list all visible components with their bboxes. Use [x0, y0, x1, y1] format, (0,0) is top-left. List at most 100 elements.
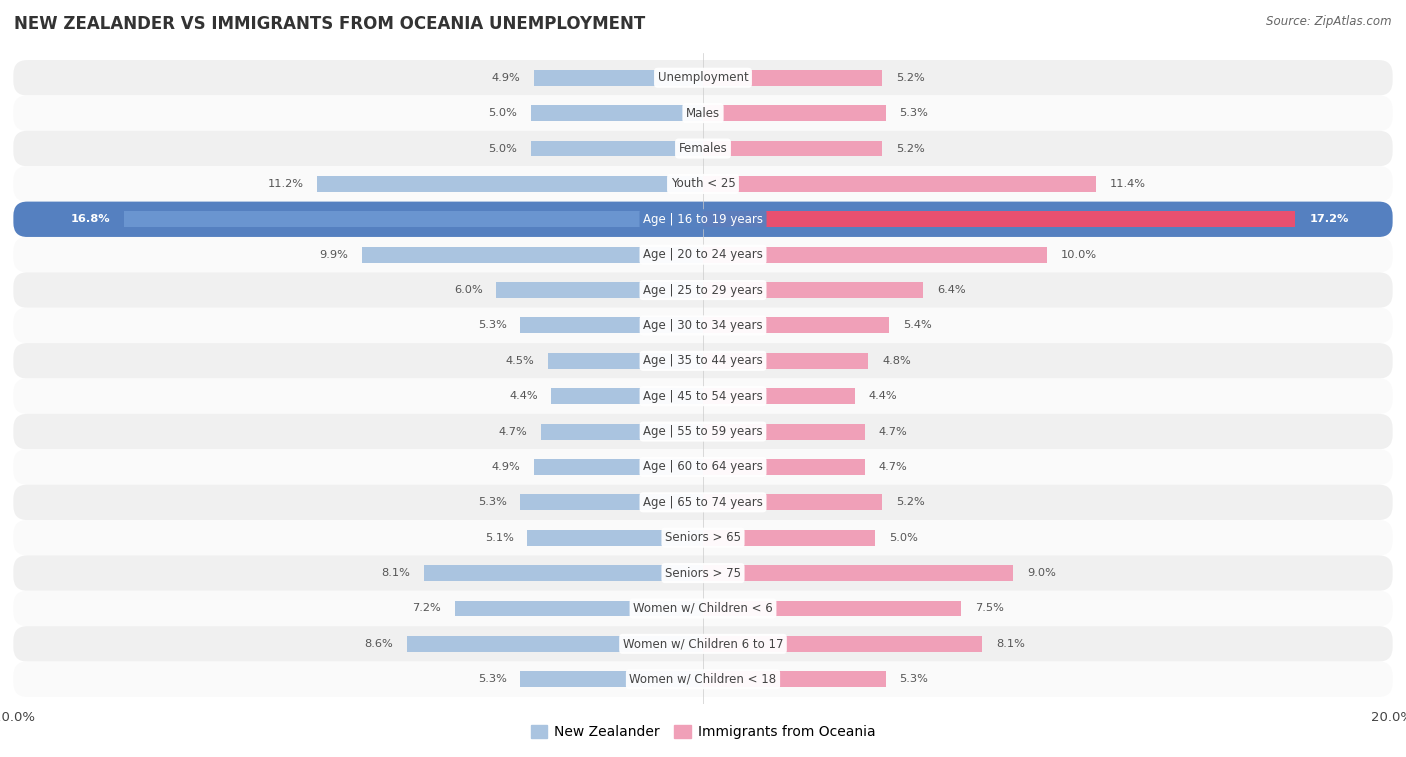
Text: Females: Females: [679, 142, 727, 155]
Text: 5.2%: 5.2%: [896, 497, 925, 507]
Bar: [703, 211, 1295, 227]
Bar: [534, 459, 703, 475]
Text: Women w/ Children < 6: Women w/ Children < 6: [633, 602, 773, 615]
Text: Age | 45 to 54 years: Age | 45 to 54 years: [643, 390, 763, 403]
Bar: [703, 317, 889, 333]
Text: 5.2%: 5.2%: [896, 73, 925, 83]
Text: 4.8%: 4.8%: [882, 356, 911, 366]
Text: Unemployment: Unemployment: [658, 71, 748, 84]
Bar: [520, 317, 703, 333]
Bar: [703, 530, 875, 546]
Bar: [527, 530, 703, 546]
Text: 11.4%: 11.4%: [1109, 179, 1146, 189]
Bar: [406, 636, 703, 652]
Text: Seniors > 65: Seniors > 65: [665, 531, 741, 544]
Bar: [531, 105, 703, 121]
Text: 8.6%: 8.6%: [364, 639, 392, 649]
Bar: [703, 70, 882, 86]
Text: 4.4%: 4.4%: [509, 391, 537, 401]
Text: Age | 25 to 29 years: Age | 25 to 29 years: [643, 284, 763, 297]
Text: 10.0%: 10.0%: [1062, 250, 1097, 260]
FancyBboxPatch shape: [14, 95, 1392, 131]
Bar: [456, 600, 703, 616]
Text: 8.1%: 8.1%: [381, 568, 411, 578]
Text: 4.7%: 4.7%: [879, 462, 907, 472]
Text: 5.3%: 5.3%: [478, 320, 506, 330]
Text: Source: ZipAtlas.com: Source: ZipAtlas.com: [1267, 15, 1392, 28]
Text: 7.5%: 7.5%: [976, 603, 1004, 613]
Text: 4.7%: 4.7%: [879, 427, 907, 437]
Bar: [496, 282, 703, 298]
Bar: [703, 105, 886, 121]
Bar: [531, 141, 703, 157]
FancyBboxPatch shape: [14, 449, 1392, 484]
Bar: [534, 70, 703, 86]
Bar: [425, 565, 703, 581]
Text: 9.0%: 9.0%: [1026, 568, 1056, 578]
Text: Women w/ Children 6 to 17: Women w/ Children 6 to 17: [623, 637, 783, 650]
FancyBboxPatch shape: [14, 556, 1392, 590]
Bar: [703, 671, 886, 687]
Text: Age | 35 to 44 years: Age | 35 to 44 years: [643, 354, 763, 367]
Bar: [703, 176, 1095, 192]
Text: Age | 55 to 59 years: Age | 55 to 59 years: [643, 425, 763, 438]
Text: 17.2%: 17.2%: [1309, 214, 1348, 224]
Text: 5.0%: 5.0%: [889, 533, 918, 543]
Bar: [551, 388, 703, 404]
Text: Age | 65 to 74 years: Age | 65 to 74 years: [643, 496, 763, 509]
Bar: [520, 494, 703, 510]
Text: 5.0%: 5.0%: [488, 108, 517, 118]
FancyBboxPatch shape: [14, 60, 1392, 95]
Text: Women w/ Children < 18: Women w/ Children < 18: [630, 673, 776, 686]
Text: 16.8%: 16.8%: [70, 214, 111, 224]
Text: 5.3%: 5.3%: [900, 108, 928, 118]
Text: 6.4%: 6.4%: [938, 285, 966, 295]
Text: NEW ZEALANDER VS IMMIGRANTS FROM OCEANIA UNEMPLOYMENT: NEW ZEALANDER VS IMMIGRANTS FROM OCEANIA…: [14, 15, 645, 33]
Bar: [124, 211, 703, 227]
Bar: [703, 247, 1047, 263]
FancyBboxPatch shape: [14, 378, 1392, 414]
Bar: [703, 388, 855, 404]
Bar: [703, 494, 882, 510]
Bar: [520, 671, 703, 687]
FancyBboxPatch shape: [14, 131, 1392, 167]
Text: 5.1%: 5.1%: [485, 533, 513, 543]
Text: 5.3%: 5.3%: [900, 674, 928, 684]
FancyBboxPatch shape: [14, 201, 1392, 237]
Bar: [703, 565, 1012, 581]
Text: 4.9%: 4.9%: [492, 73, 520, 83]
Bar: [703, 282, 924, 298]
Text: Age | 20 to 24 years: Age | 20 to 24 years: [643, 248, 763, 261]
Text: 11.2%: 11.2%: [267, 179, 304, 189]
Text: 5.2%: 5.2%: [896, 144, 925, 154]
Bar: [703, 636, 981, 652]
FancyBboxPatch shape: [14, 273, 1392, 308]
Text: 4.9%: 4.9%: [492, 462, 520, 472]
FancyBboxPatch shape: [14, 414, 1392, 449]
FancyBboxPatch shape: [14, 237, 1392, 273]
Text: 8.1%: 8.1%: [995, 639, 1025, 649]
Text: 5.3%: 5.3%: [478, 674, 506, 684]
Text: 4.7%: 4.7%: [499, 427, 527, 437]
Text: 5.3%: 5.3%: [478, 497, 506, 507]
Bar: [541, 424, 703, 440]
Text: 4.4%: 4.4%: [869, 391, 897, 401]
Text: 9.9%: 9.9%: [319, 250, 349, 260]
Text: Age | 30 to 34 years: Age | 30 to 34 years: [643, 319, 763, 332]
Bar: [318, 176, 703, 192]
FancyBboxPatch shape: [14, 308, 1392, 343]
Text: Youth < 25: Youth < 25: [671, 177, 735, 191]
Bar: [361, 247, 703, 263]
FancyBboxPatch shape: [14, 343, 1392, 378]
Text: 5.4%: 5.4%: [903, 320, 932, 330]
Bar: [703, 141, 882, 157]
FancyBboxPatch shape: [14, 590, 1392, 626]
Text: 7.2%: 7.2%: [412, 603, 441, 613]
FancyBboxPatch shape: [14, 484, 1392, 520]
FancyBboxPatch shape: [14, 520, 1392, 556]
Bar: [703, 459, 865, 475]
Text: Males: Males: [686, 107, 720, 120]
Bar: [548, 353, 703, 369]
Text: 6.0%: 6.0%: [454, 285, 482, 295]
FancyBboxPatch shape: [14, 626, 1392, 662]
